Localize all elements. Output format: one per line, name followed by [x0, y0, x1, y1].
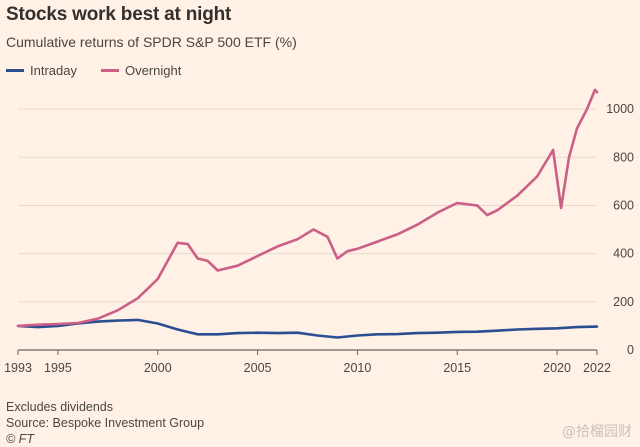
legend-item-intraday: Intraday [6, 63, 77, 78]
legend-item-overnight: Overnight [100, 63, 182, 78]
y-tick-label-1000: 1000 [606, 102, 634, 116]
x-tick-label-1995: 1995 [44, 361, 72, 375]
footnote-copyright: © FT [6, 432, 34, 446]
footnote-source: Source: Bespoke Investment Group [6, 416, 205, 430]
legend: Intraday Overnight [6, 63, 205, 78]
series-line-intraday [16, 318, 599, 339]
y-tick-label-0: 0 [627, 343, 634, 357]
y-tick-label-800: 800 [613, 150, 634, 164]
footnote-dividends: Excludes dividends [6, 400, 114, 414]
x-tick-label-2005: 2005 [244, 361, 272, 375]
x-tick-label-2022: 2022 [583, 361, 611, 375]
legend-swatch-overnight [100, 69, 119, 72]
chart-title: Stocks work best at night [6, 4, 232, 25]
y-tick-label-200: 200 [613, 295, 634, 309]
x-tick-label-2020: 2020 [543, 361, 571, 375]
legend-swatch-intraday [6, 69, 24, 72]
series-lines [16, 88, 599, 339]
x-tick-label-2015: 2015 [443, 361, 471, 375]
chart-subtitle: Cumulative returns of SPDR S&P 500 ETF (… [6, 34, 297, 50]
legend-label-intraday: Intraday [30, 63, 77, 78]
line-chart: 1993 1995 2000 2005 2010 2015 2020 2022 0 200 400… [4, 88, 634, 375]
watermark: @拾榴园财 [562, 424, 632, 440]
x-tick-label-2000: 2000 [144, 361, 172, 375]
x-axis-ticks: 1993 1995 2000 2005 2010 2015 2020 2022 [4, 350, 611, 375]
y-axis-ticks: 0 200 400 600 800 1000 [606, 102, 634, 357]
x-tick-label-1993: 1993 [4, 361, 32, 375]
gridlines [18, 108, 597, 351]
y-tick-label-600: 600 [613, 198, 634, 212]
legend-label-overnight: Overnight [124, 63, 182, 78]
series-line-overnight [16, 88, 599, 328]
y-tick-label-400: 400 [613, 247, 634, 261]
x-tick-label-2010: 2010 [344, 361, 372, 375]
